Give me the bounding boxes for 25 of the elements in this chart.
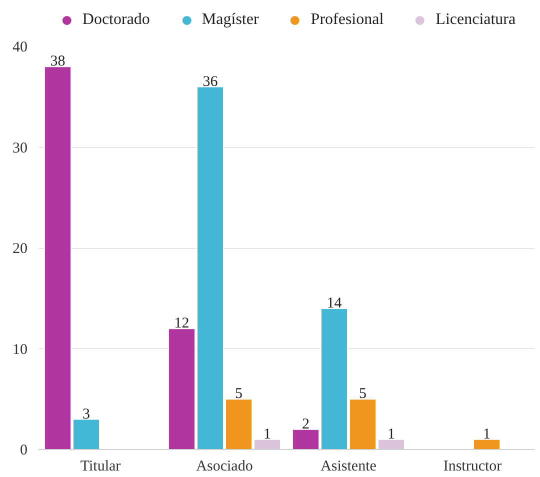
data-label: 38	[50, 54, 66, 70]
data-label: 3	[82, 406, 90, 422]
data-label: 36	[202, 74, 218, 90]
y-tick-label: 30	[12, 140, 28, 156]
data-label: 1	[264, 426, 272, 442]
data-label: 14	[326, 295, 342, 312]
legend-label: Doctorado	[82, 11, 150, 29]
y-tick-label: 10	[12, 342, 28, 358]
legend-label: Profesional	[310, 11, 384, 29]
data-label: 12	[174, 316, 190, 332]
y-tick-label: 20	[12, 241, 28, 257]
bar	[473, 438, 501, 450]
y-tick-label: 0	[20, 442, 28, 458]
x-tick-label: Asistente	[320, 458, 377, 474]
legend-label: Magíster	[202, 11, 259, 29]
data-label: 5	[235, 386, 243, 402]
legend-label: Licenciatura	[436, 11, 516, 29]
data-label: 1	[483, 426, 491, 442]
x-tick-label: Titular	[80, 458, 121, 474]
data-label: 2	[302, 416, 310, 432]
y-tick-label: 40	[12, 40, 28, 56]
x-tick-label: Asociado	[196, 458, 253, 474]
data-label: 5	[359, 386, 367, 402]
x-tick-label: Instructor	[443, 458, 502, 474]
data-label: 1	[388, 426, 396, 442]
